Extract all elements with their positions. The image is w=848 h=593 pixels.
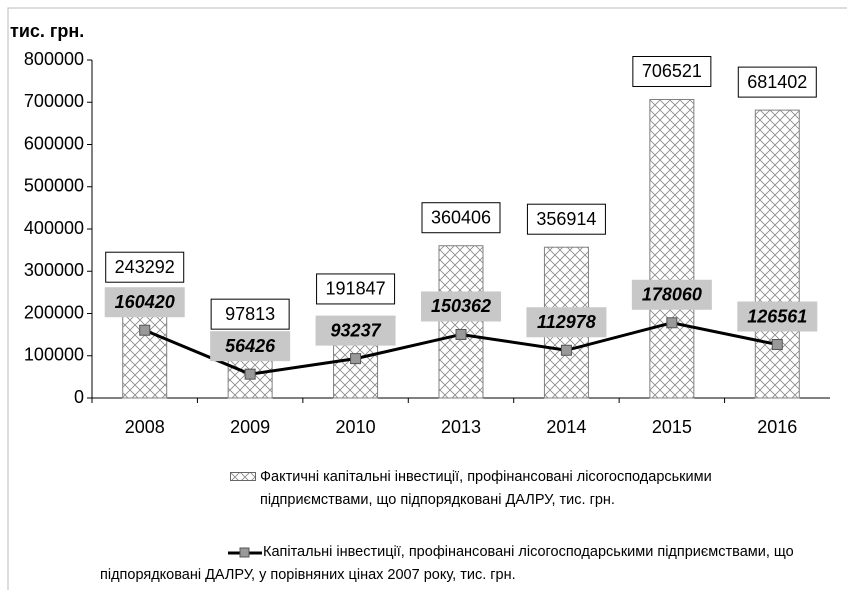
line-marker bbox=[560, 344, 572, 356]
data-label-box bbox=[737, 66, 817, 98]
bar bbox=[754, 109, 800, 399]
data-label: 681402 bbox=[747, 72, 807, 92]
line-marker bbox=[244, 368, 256, 380]
legend-item: Капітальні інвестиції, профінансовані лі… bbox=[100, 541, 835, 587]
data-label-box bbox=[316, 273, 396, 305]
data-label: 126561 bbox=[747, 306, 807, 326]
data-label: 93237 bbox=[331, 320, 382, 340]
bar bbox=[649, 98, 695, 399]
legend-label: Фактичні капітальні інвестиції, профінан… bbox=[260, 469, 712, 508]
data-label: 56426 bbox=[225, 336, 276, 356]
data-label-box bbox=[104, 287, 185, 318]
data-label: 178060 bbox=[642, 285, 702, 305]
bar bbox=[438, 245, 484, 399]
y-axis-label: тис. грн. bbox=[10, 21, 84, 41]
data-label-box bbox=[315, 315, 396, 346]
data-label-box bbox=[631, 279, 712, 310]
data-label-box bbox=[105, 251, 185, 283]
legend-swatch bbox=[228, 547, 262, 558]
y-tick-label: 100000 bbox=[24, 345, 84, 365]
data-label: 706521 bbox=[642, 61, 702, 81]
data-label-box bbox=[526, 307, 607, 338]
x-tick-label: 2016 bbox=[757, 417, 797, 437]
x-tick-label: 2014 bbox=[546, 417, 586, 437]
y-tick-label: 200000 bbox=[24, 302, 84, 322]
data-label: 150362 bbox=[431, 296, 491, 316]
line-marker bbox=[771, 339, 783, 351]
x-tick-label: 2015 bbox=[652, 417, 692, 437]
legend-item: Фактичні капітальні інвестиції, профінан… bbox=[230, 466, 810, 512]
data-label-box bbox=[210, 298, 290, 330]
x-tick-label: 2008 bbox=[125, 417, 165, 437]
data-label-box bbox=[421, 202, 501, 234]
data-label: 191847 bbox=[326, 279, 386, 299]
data-label: 160420 bbox=[115, 292, 175, 312]
data-label-box bbox=[210, 331, 291, 362]
data-label-box bbox=[526, 203, 606, 235]
data-label: 97813 bbox=[225, 304, 275, 324]
data-label-box bbox=[421, 291, 501, 322]
line-marker bbox=[455, 328, 467, 340]
legend-swatch bbox=[230, 472, 256, 481]
data-label: 360406 bbox=[431, 207, 491, 227]
data-label-box bbox=[632, 55, 712, 87]
x-tick-label: 2013 bbox=[441, 417, 481, 437]
x-tick-label: 2010 bbox=[336, 417, 376, 437]
data-label: 243292 bbox=[115, 257, 175, 277]
y-tick-label: 400000 bbox=[24, 218, 84, 238]
data-label: 112978 bbox=[537, 312, 596, 332]
line-marker bbox=[139, 324, 151, 336]
y-tick-label: 0 bbox=[74, 387, 84, 407]
x-tick-label: 2009 bbox=[230, 417, 270, 437]
y-tick-label: 800000 bbox=[24, 49, 84, 69]
y-tick-label: 700000 bbox=[24, 91, 84, 111]
frame bbox=[7, 7, 847, 590]
y-tick-label: 500000 bbox=[24, 176, 84, 196]
y-tick-label: 300000 bbox=[24, 260, 84, 280]
line-marker bbox=[666, 317, 678, 329]
data-label-box bbox=[737, 301, 818, 332]
data-label: 356914 bbox=[536, 209, 596, 229]
line-marker bbox=[350, 353, 362, 365]
legend-label: Капітальні інвестиції, профінансовані лі… bbox=[100, 544, 794, 583]
y-tick-label: 600000 bbox=[24, 133, 84, 153]
